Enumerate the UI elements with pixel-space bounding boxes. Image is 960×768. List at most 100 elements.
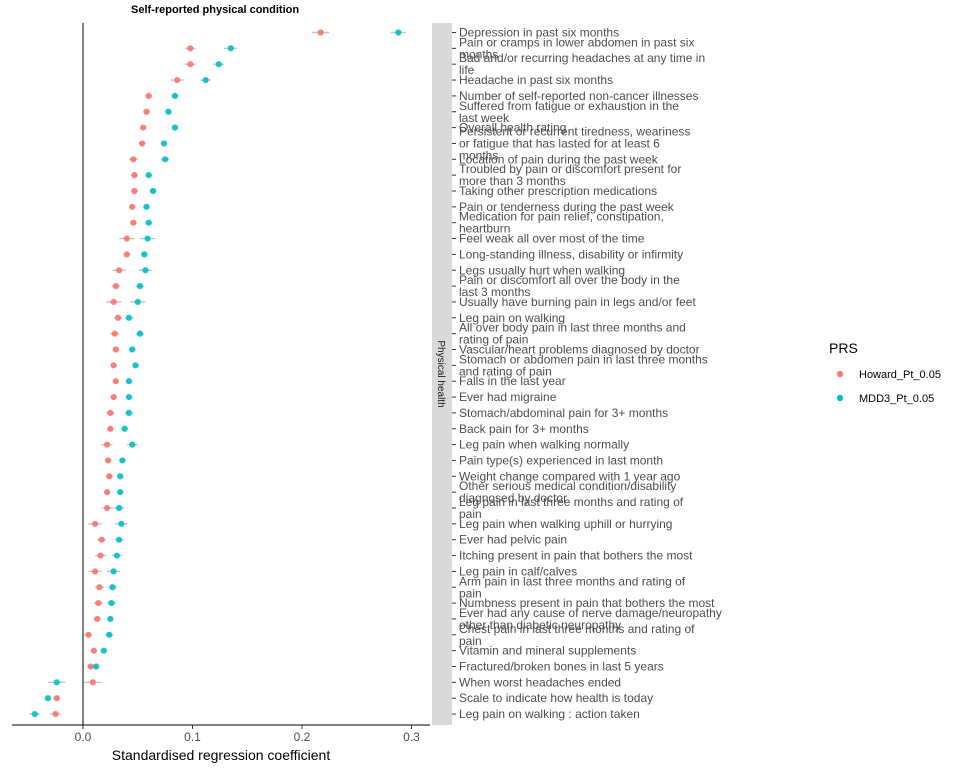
y-tick-label-line: Legs usually hurt when walking [459,263,625,277]
data-point [89,679,96,686]
data-point [160,140,168,147]
y-tick-label-line: Location of pain during the past week [459,152,659,166]
y-tick-label-line: Long-standing illness, disability or inf… [459,247,683,261]
data-point [121,425,128,432]
data-point [129,346,136,353]
data-point [94,615,101,623]
y-tick-label-line: Pain or tenderness during the past week [459,200,675,214]
data-point [134,298,141,306]
data-point [110,393,117,401]
data-point [103,441,111,448]
data-point [144,235,151,242]
facet-strip-label: Physical health [435,340,446,407]
data-point [125,409,133,416]
data-point [125,378,133,385]
y-tick-label: Ever had pelvic pain [459,533,567,547]
y-tick-label: Depression in past six months [459,26,619,40]
y-tick-label-line: pain [459,586,482,600]
y-tick-label-line: rating of pain [459,333,528,347]
y-tick-label-line: Stomach or abdomen pain in last three mo… [459,352,708,366]
y-tick-label: Pain type(s) experienced in last month [459,453,663,467]
y-tick-label-line: more than 3 months [459,174,566,188]
data-point [123,235,130,242]
data-point [143,108,150,115]
y-tick-label: All over body pain in last three months … [459,321,686,347]
y-tick-label-line: and rating of pain [459,364,552,378]
y-tick-label: Long-standing illness, disability or inf… [459,247,683,261]
y-tick-label: Ever had migraine [459,390,557,404]
data-point [117,473,124,480]
y-tick-label-line: Pain or cramps in lower abdomen in past … [459,35,694,49]
y-tick-label-line: Numbness present in pain that bothers th… [459,596,715,610]
y-tick-label-line: months [459,148,498,162]
data-point [108,600,115,607]
data-point [143,203,150,210]
y-tick-label-line: Troubled by pain or discomfort present f… [459,162,681,176]
y-tick-label-line: Ever had migraine [459,390,557,404]
y-tick-label-line: Vitamin and mineral supplements [459,644,636,658]
data-point [91,568,99,575]
data-point [215,61,222,68]
legend-label: Howard_Pt_0.05 [859,369,941,381]
legend-key [836,394,844,402]
data-point [91,520,99,527]
x-tick-label: 0.3 [403,730,420,744]
data-point [111,330,118,337]
x-tick-label: 0.2 [294,730,311,744]
y-tick-label: Ever had any cause of nerve damage/neuro… [459,606,722,632]
y-tick-label: Pain or discomfort all over the body in … [459,273,680,299]
y-tick-label: Weight change compared with 1 year ago [459,469,681,483]
y-tick-label-line: Headache in past six months [459,73,613,87]
data-point [145,172,152,179]
data-point [136,330,144,337]
data-point [103,504,111,512]
data-point [145,92,152,99]
y-tick-label-line: Overall health rating [459,121,566,135]
y-tick-label: Stomach/abdominal pain for 3+ months [459,406,668,420]
y-tick-label-line: Vascular/heart problems diagnosed by doc… [459,343,700,357]
data-point [110,362,117,369]
y-tick-label: Stomach or abdomen pain in last three mo… [459,352,708,378]
y-tick-label-line: Feel weak all over most of the time [459,232,645,246]
legend-key [836,370,844,378]
y-tick-label: Chest pain in last three months and rati… [459,622,695,648]
data-point [97,552,104,559]
y-tick-label: Leg pain in last three months and rating… [459,495,684,521]
y-tick-label: Persistent or recurrent tiredness, weari… [459,124,690,162]
y-tick-label-line: Pain or discomfort all over the body in … [459,273,680,287]
data-point [112,283,119,290]
y-tick-label-line: Back pain for 3+ months [459,422,589,436]
data-point [110,568,117,575]
y-tick-label-line: Persistent or recurrent tiredness, weari… [459,124,690,138]
y-tick-label: Suffered from fatigue or exhaustion in t… [459,99,679,125]
y-tick-label: Pain or tenderness during the past week [459,200,675,214]
data-point [107,615,114,623]
y-tick-label-line: Leg pain in calf/calves [459,564,577,578]
x-axis: 0.0 0.1 0.2 0.3 [12,724,430,744]
data-point [106,473,113,480]
series-Howard_Pt_0.05 [50,29,330,718]
y-tick-label-line: Leg pain on walking : action taken [459,707,640,721]
y-tick-label: Pain or cramps in lower abdomen in past … [459,35,694,61]
data-point [395,29,402,36]
legend-title: PRS [829,340,858,356]
data-point [125,393,133,401]
y-tick-label-line: Stomach/abdominal pain for 3+ months [459,406,668,420]
y-tick-label-line: months [459,47,498,61]
y-tick-label-line: heartburn [459,222,510,236]
series-MDD3_Pt_0.05 [29,29,407,718]
data-point [114,314,122,321]
y-tick-label-line: Falls in the last year [459,374,566,388]
data-point [171,124,179,131]
data-point [107,425,114,432]
data-point [116,504,123,512]
data-point [53,695,60,702]
data-point [107,409,114,416]
data-point [130,219,137,226]
y-tick-label-line: life [459,63,475,77]
data-point [98,536,105,543]
data-point [129,203,136,210]
data-point [187,45,194,52]
